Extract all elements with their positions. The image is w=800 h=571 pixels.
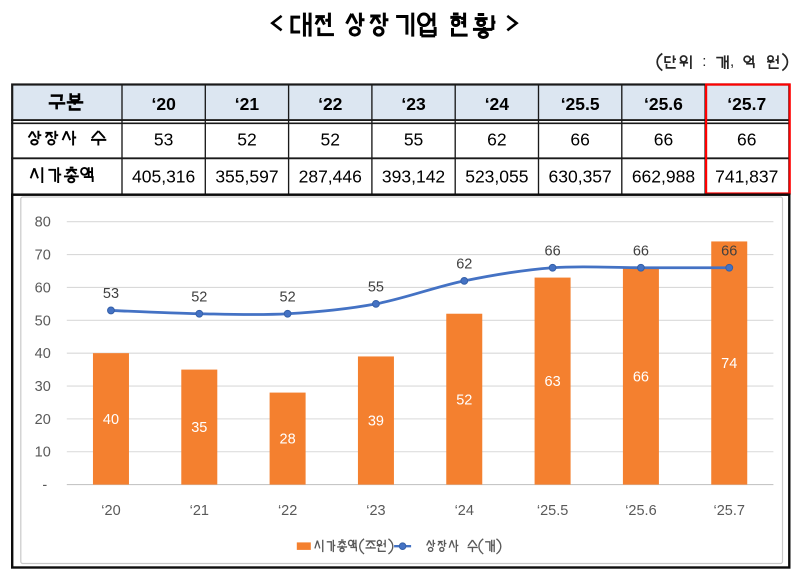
svg-text:20: 20 [35, 412, 51, 428]
svg-text:10: 10 [35, 445, 51, 461]
svg-text:355,597: 355,597 [215, 166, 278, 186]
svg-text:52: 52 [456, 392, 472, 408]
svg-text:50: 50 [35, 313, 51, 329]
svg-text:66: 66 [570, 129, 589, 149]
svg-text:‘23: ‘23 [401, 94, 426, 114]
svg-text:35: 35 [191, 420, 207, 436]
svg-text:66: 66 [721, 243, 737, 259]
svg-text:55: 55 [404, 129, 423, 149]
svg-text:52: 52 [280, 289, 296, 305]
svg-text:53: 53 [154, 129, 173, 149]
svg-text:662,988: 662,988 [632, 166, 695, 186]
svg-text:66: 66 [633, 243, 649, 259]
svg-text:40: 40 [35, 346, 51, 362]
svg-text:66: 66 [545, 243, 561, 259]
svg-text:‘24: ‘24 [455, 503, 474, 519]
svg-text:,: , [730, 53, 734, 70]
svg-text:52: 52 [237, 129, 256, 149]
svg-text:80: 80 [35, 215, 51, 231]
svg-text:-: - [42, 478, 47, 494]
svg-text:287,446: 287,446 [299, 166, 362, 186]
svg-text:405,316: 405,316 [132, 166, 195, 186]
svg-text:66: 66 [633, 369, 649, 385]
svg-text:‘22: ‘22 [278, 503, 297, 519]
svg-text:63: 63 [545, 374, 561, 390]
svg-text:‘22: ‘22 [318, 94, 343, 114]
svg-text:‘25.5: ‘25.5 [537, 503, 568, 519]
svg-text:30: 30 [35, 379, 51, 395]
svg-text:70: 70 [35, 248, 51, 264]
svg-text:523,055: 523,055 [465, 166, 528, 186]
svg-text:52: 52 [191, 289, 207, 305]
svg-text:74: 74 [721, 356, 737, 372]
svg-text:52: 52 [321, 129, 340, 149]
svg-text:‘23: ‘23 [366, 503, 385, 519]
svg-text:53: 53 [103, 286, 119, 302]
svg-text:40: 40 [103, 412, 119, 428]
svg-text:66: 66 [737, 129, 756, 149]
svg-text:‘20: ‘20 [151, 94, 176, 114]
svg-text:39: 39 [368, 414, 384, 430]
svg-text:‘25.7: ‘25.7 [727, 94, 766, 114]
svg-text:62: 62 [487, 129, 506, 149]
svg-text:66: 66 [654, 129, 673, 149]
svg-text:‘25.5: ‘25.5 [561, 94, 600, 114]
svg-text:60: 60 [35, 280, 51, 296]
svg-text:630,357: 630,357 [549, 166, 612, 186]
svg-text:28: 28 [280, 432, 296, 448]
svg-text:‘25.6: ‘25.6 [625, 503, 656, 519]
svg-text:‘25.6: ‘25.6 [644, 94, 683, 114]
svg-text:393,142: 393,142 [382, 166, 445, 186]
svg-text:741,837: 741,837 [715, 166, 778, 186]
svg-text:‘21: ‘21 [235, 94, 260, 114]
svg-text:‘20: ‘20 [101, 503, 120, 519]
svg-text:‘24: ‘24 [485, 94, 510, 114]
svg-text:‘25.7: ‘25.7 [714, 503, 745, 519]
svg-text:55: 55 [368, 279, 384, 295]
svg-text::: : [702, 53, 706, 70]
svg-text:62: 62 [456, 256, 472, 272]
svg-text:‘21: ‘21 [190, 503, 209, 519]
